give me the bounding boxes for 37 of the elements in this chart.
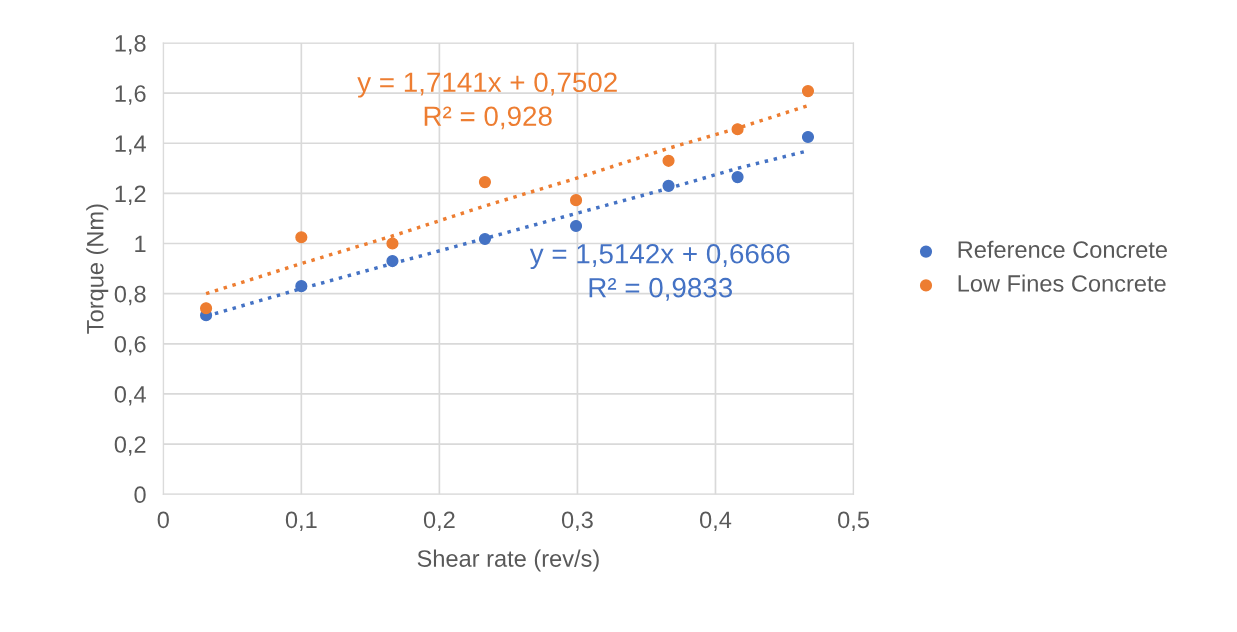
y-tick-label: 0,6 bbox=[114, 335, 146, 356]
point bbox=[200, 302, 213, 315]
y-tick-label: 0 bbox=[134, 486, 146, 504]
annotation: y = 1,7141x + 0,7502 R² = 0,928 bbox=[357, 72, 617, 130]
point bbox=[569, 219, 583, 233]
x-tick-label: 0,2 bbox=[423, 511, 455, 532]
point bbox=[662, 154, 675, 167]
point bbox=[295, 280, 308, 293]
point bbox=[478, 232, 492, 246]
point bbox=[662, 179, 675, 192]
x-tick-label: 0,3 bbox=[561, 511, 593, 532]
point bbox=[569, 194, 583, 207]
point bbox=[386, 255, 399, 268]
legend-label: Reference Concrete bbox=[958, 240, 1167, 259]
x-tick-label: 0,4 bbox=[699, 511, 732, 532]
y-tick-label: 1 bbox=[135, 235, 146, 253]
y-axis-title: Torque (Nm) bbox=[86, 204, 109, 334]
point bbox=[295, 231, 308, 244]
legend-label: Low Fines Concrete bbox=[958, 274, 1166, 292]
y-tick-label: 0,4 bbox=[114, 386, 146, 406]
y-tick-label: 1,2 bbox=[115, 185, 146, 205]
point bbox=[731, 123, 744, 136]
x-tick-label: 0 bbox=[157, 511, 169, 529]
point bbox=[801, 130, 815, 144]
point bbox=[386, 237, 399, 250]
y-tick-label: 0,8 bbox=[114, 285, 146, 306]
annotation: y = 1,5142x + 0,6666 R² = 0,9833 bbox=[529, 243, 790, 301]
y-tick-label: 1,4 bbox=[115, 135, 146, 155]
y-tick-label: 0,2 bbox=[114, 436, 146, 456]
y-tick-label: 1,8 bbox=[115, 35, 146, 55]
x-tick-label: 0,5 bbox=[838, 511, 869, 532]
point bbox=[731, 171, 744, 184]
point bbox=[801, 85, 815, 98]
point bbox=[478, 176, 492, 189]
x-tick-label: 0,1 bbox=[285, 511, 317, 532]
x-axis-title: Shear rate (rev/s) bbox=[417, 549, 599, 572]
y-tick-label: 1,6 bbox=[115, 85, 146, 105]
